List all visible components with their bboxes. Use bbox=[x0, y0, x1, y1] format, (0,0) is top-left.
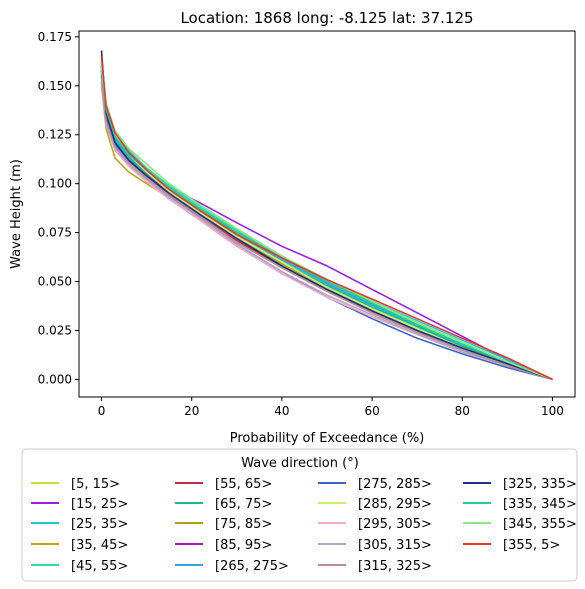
x-tick-label: 20 bbox=[184, 404, 199, 418]
x-tick-label: 100 bbox=[541, 404, 564, 418]
x-tick-label: 0 bbox=[98, 404, 106, 418]
y-axis: 0.000 0.025 0.050 0.075 0.100 0.125 0.150 0.175 bbox=[38, 30, 79, 386]
legend-title: Wave direction (°) bbox=[241, 456, 359, 471]
series-line-6 bbox=[100, 66, 553, 381]
legend-item: [315, 325> bbox=[318, 559, 432, 574]
legend-label: [55, 65> bbox=[215, 477, 272, 492]
legend-item: [305, 315> bbox=[318, 538, 432, 553]
legend-label: [285, 295> bbox=[358, 497, 432, 512]
x-tick-label: 40 bbox=[274, 404, 289, 418]
x-axis-label: Probability of Exceedance (%) bbox=[230, 431, 425, 446]
series-line-7 bbox=[100, 74, 553, 381]
series-line-11 bbox=[100, 75, 553, 381]
plot-area bbox=[100, 50, 553, 381]
legend-label: [295, 305> bbox=[358, 517, 432, 532]
legend-item: [15, 25> bbox=[31, 497, 128, 512]
y-tick-label: 0.100 bbox=[38, 177, 72, 191]
legend-label: [25, 35> bbox=[71, 517, 128, 532]
series-line-10 bbox=[100, 66, 553, 381]
series-line-4 bbox=[100, 85, 553, 381]
legend-item: [335, 345> bbox=[463, 497, 577, 512]
y-tick-label: 0.075 bbox=[38, 226, 72, 240]
legend-item: [325, 335> bbox=[463, 477, 577, 492]
y-tick-label: 0.025 bbox=[38, 323, 72, 337]
y-axis-label: Wave Height (m) bbox=[9, 159, 24, 269]
legend-label: [275, 285> bbox=[358, 477, 432, 492]
y-tick-label: 0.175 bbox=[38, 30, 72, 44]
series-line-12 bbox=[100, 60, 553, 381]
legend-item: [85, 95> bbox=[175, 538, 272, 553]
series-line-1 bbox=[100, 56, 553, 381]
legend-item: [25, 35> bbox=[31, 517, 128, 532]
legend-item: [35, 45> bbox=[31, 538, 128, 553]
y-tick-label: 0.125 bbox=[38, 128, 72, 142]
x-tick-label: 60 bbox=[364, 404, 379, 418]
legend-item: [75, 85> bbox=[175, 517, 272, 532]
legend-item: [265, 275> bbox=[175, 559, 289, 574]
legend-item: [295, 305> bbox=[318, 517, 432, 532]
chart-title: Location: 1868 long: -8.125 lat: 37.125 bbox=[180, 9, 473, 27]
legend-label: [65, 75> bbox=[215, 497, 272, 512]
series-line-19 bbox=[100, 56, 553, 381]
legend-item: [355, 5> bbox=[463, 538, 560, 553]
x-axis: 0 20 40 60 80 100 bbox=[98, 397, 564, 418]
y-tick-label: 0.050 bbox=[38, 275, 72, 289]
legend-label: [45, 55> bbox=[71, 559, 128, 574]
legend-label: [355, 5> bbox=[503, 538, 560, 553]
series-line-15 bbox=[100, 77, 553, 381]
legend-item: [345, 355> bbox=[463, 517, 577, 532]
series-line-3 bbox=[100, 70, 553, 381]
legend-label: [315, 325> bbox=[358, 559, 432, 574]
legend-frame bbox=[21, 448, 578, 582]
y-tick-label: 0.000 bbox=[38, 372, 72, 386]
legend-item: [5, 15> bbox=[31, 477, 120, 492]
axes-frame bbox=[78, 30, 576, 398]
legend-label: [15, 25> bbox=[71, 497, 128, 512]
y-tick-label: 0.150 bbox=[38, 79, 72, 93]
series-line-2 bbox=[100, 66, 553, 381]
legend-item: [55, 65> bbox=[175, 477, 272, 492]
legend-label: [5, 15> bbox=[71, 477, 120, 492]
series-line-16 bbox=[100, 50, 553, 381]
legend-label: [265, 275> bbox=[215, 559, 289, 574]
legend-item: [65, 75> bbox=[175, 497, 272, 512]
legend-label: [335, 345> bbox=[503, 497, 577, 512]
legend-label: [85, 95> bbox=[215, 538, 272, 553]
legend-item: [45, 55> bbox=[31, 559, 128, 574]
legend-label: [75, 85> bbox=[215, 517, 272, 532]
series-line-13 bbox=[100, 85, 553, 381]
series-line-17 bbox=[100, 70, 553, 381]
series-line-8 bbox=[100, 81, 553, 381]
legend-label: [325, 335> bbox=[503, 477, 577, 492]
series-line-9 bbox=[100, 70, 553, 381]
series-line-14 bbox=[100, 81, 553, 381]
legend-label: [305, 315> bbox=[358, 538, 432, 553]
legend: Wave direction (°) [5, 15> [15, 25> [25, 3… bbox=[21, 448, 578, 582]
legend-label: [35, 45> bbox=[71, 538, 128, 553]
series-line-18 bbox=[100, 66, 553, 381]
x-tick-label: 80 bbox=[455, 404, 470, 418]
legend-item: [275, 285> bbox=[318, 477, 432, 492]
legend-item: [285, 295> bbox=[318, 497, 432, 512]
legend-label: [345, 355> bbox=[503, 517, 577, 532]
series-line-5 bbox=[100, 62, 553, 381]
